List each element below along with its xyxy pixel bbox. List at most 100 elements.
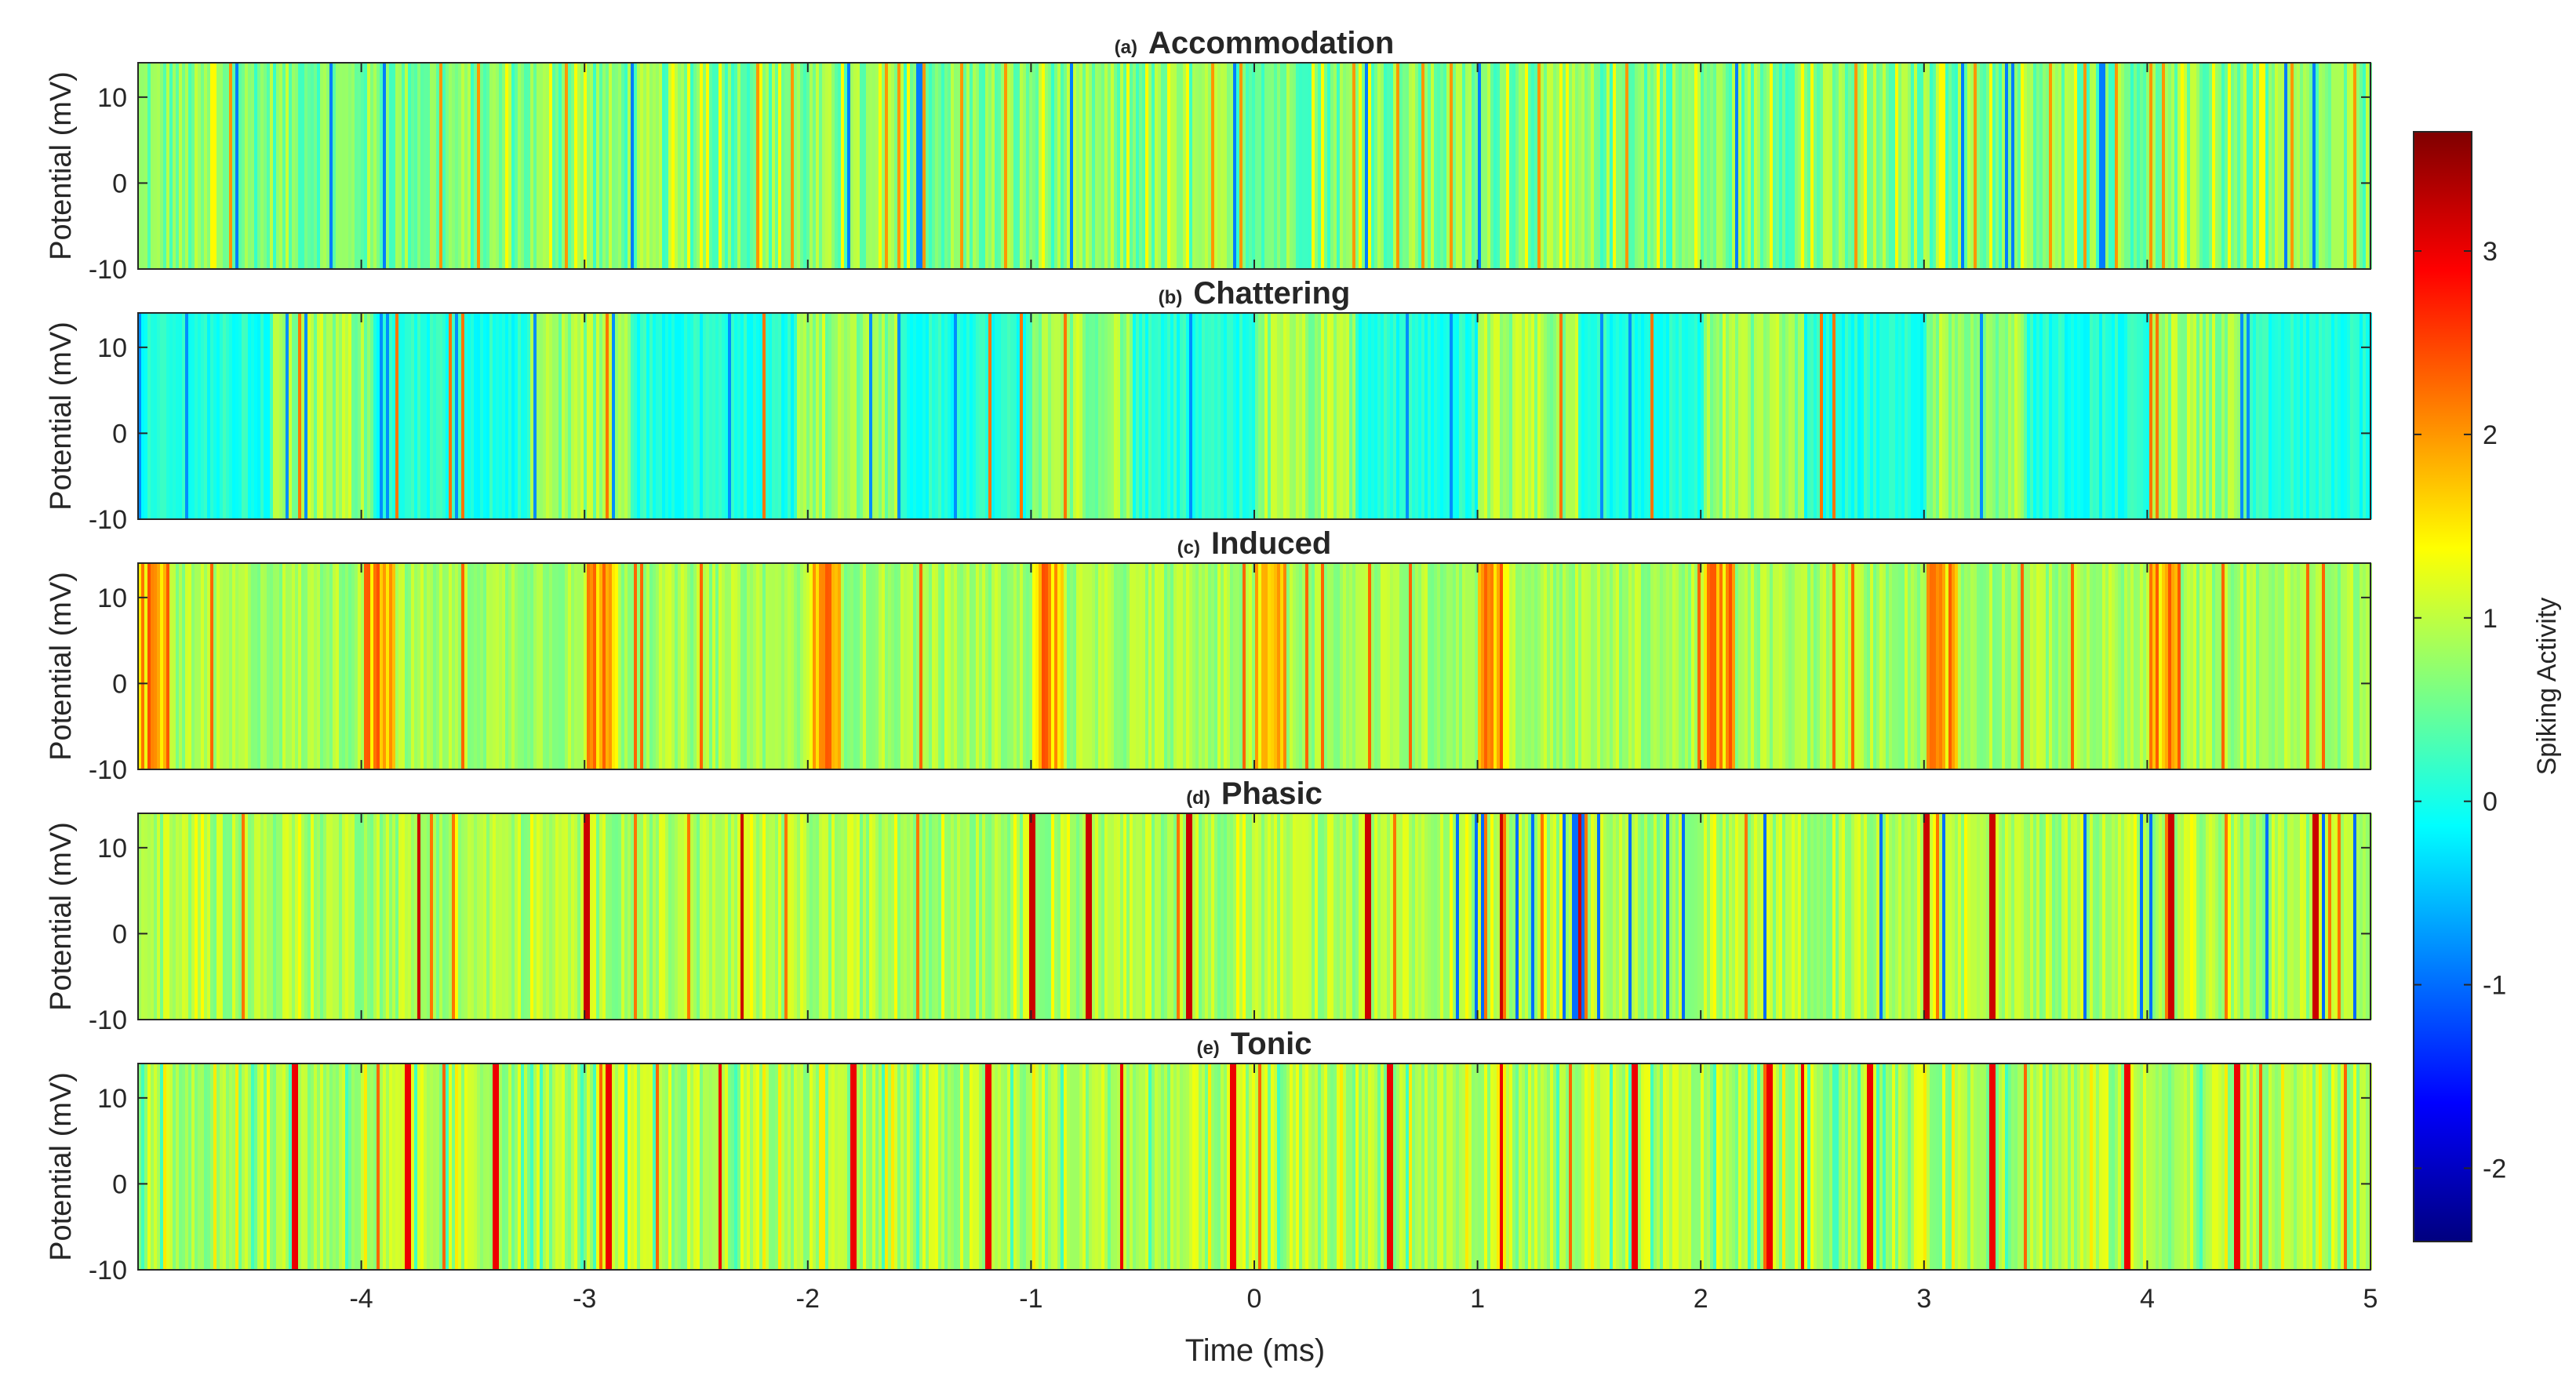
heatmap-stripe [621,313,624,519]
heatmap-stripe [2090,313,2093,519]
heatmap-stripe [819,813,822,1020]
heatmap-stripe [1051,313,1054,519]
heatmap-stripe [1089,313,1092,519]
heatmap-stripe [784,563,788,769]
heatmap-stripe [913,1064,916,1270]
heatmap-stripe [1327,1064,1330,1270]
heatmap-stripe [709,563,712,769]
heatmap-stripe [891,813,894,1020]
heatmap-stripe [1691,813,1694,1020]
heatmap-stripe [1346,563,1349,769]
heatmap-stripe [270,63,273,269]
heatmap-stripe [612,63,615,269]
heatmap-stripe [2152,813,2156,1020]
heatmap-stripe [176,1064,179,1270]
heatmap-stripe [1239,313,1243,519]
heatmap-stripe [1230,1064,1233,1270]
heatmap-stripe [1970,1064,1974,1270]
heatmap-stripe [279,313,282,519]
heatmap-stripe [1101,63,1104,269]
heatmap-stripe [1585,1064,1588,1270]
heatmap-stripe [1879,813,1883,1020]
heatmap-stripe [383,813,386,1020]
heatmap-stripe [932,1064,935,1270]
heatmap-stripe [1130,563,1133,769]
heatmap-stripe [273,1064,276,1270]
heatmap-stripe [1208,563,1211,769]
heatmap-stripe [1133,563,1136,769]
heatmap-stripe [157,1064,160,1270]
heatmap-stripe [2272,813,2275,1020]
heatmap-stripe [540,1064,543,1270]
heatmap-stripe [348,63,351,269]
heatmap-stripe [1745,563,1748,769]
heatmap-stripe [314,1064,317,1270]
heatmap-stripe [1839,63,1842,269]
heatmap-stripe [499,313,502,519]
heatmap-stripe [496,1064,499,1270]
heatmap-stripe [1497,813,1500,1020]
heatmap-stripe [402,813,405,1020]
heatmap-stripe [1697,813,1701,1020]
heatmap-stripe [615,563,618,769]
heatmap-stripe [1625,563,1628,769]
heatmap-stripe [907,313,910,519]
heatmap-stripe [1406,813,1409,1020]
heatmap-stripe [1403,313,1406,519]
heatmap-stripe [238,1064,242,1270]
heatmap-stripe [1719,63,1723,269]
heatmap-stripe [248,63,251,269]
heatmap-stripe [232,63,235,269]
heatmap-stripe [2234,63,2237,269]
heatmap-stripe [1468,63,1472,269]
heatmap-stripe [1563,1064,1566,1270]
heatmap-stripe [1873,563,1876,769]
heatmap-stripe [1999,563,2002,769]
heatmap-stripe [1600,1064,1603,1270]
heatmap-stripe [1086,813,1089,1020]
heatmap-stripe [1515,813,1519,1020]
heatmap-stripe [577,813,580,1020]
heatmap-stripe [2090,63,2093,269]
heatmap-stripe [1751,313,1754,519]
heatmap-stripe [502,63,505,269]
heatmap-stripe [966,313,970,519]
heatmap-stripe [2272,313,2275,519]
heatmap-stripe [1691,63,1694,269]
heatmap-stripe [461,563,464,769]
heatmap-stripe [411,563,414,769]
heatmap-stripe [891,563,894,769]
heatmap-stripe [1472,1064,1475,1270]
heatmap-stripe [1152,563,1155,769]
heatmap-stripe [2087,63,2090,269]
heatmap-stripe [446,813,449,1020]
heatmap-stripe [2269,563,2272,769]
heatmap-stripe [2309,563,2312,769]
heatmap-stripe [606,813,609,1020]
heatmap-stripe [1067,813,1070,1020]
heatmap-stripe [2008,1064,2011,1270]
heatmap-stripe [461,313,464,519]
heatmap-stripe [1302,813,1305,1020]
heatmap-stripe [1512,813,1515,1020]
heatmap-stripe [1556,813,1559,1020]
heatmap-stripe [1459,313,1462,519]
heatmap-stripe [1588,813,1591,1020]
heatmap-stripe [1967,563,1970,769]
heatmap-stripe [1277,313,1280,519]
heatmap-stripe [1933,313,1936,519]
heatmap-stripe [1189,563,1192,769]
heatmap-stripe [163,313,166,519]
heatmap-stripe [1236,313,1239,519]
heatmap-stripe [1892,813,1895,1020]
heatmap-stripe [1061,313,1064,519]
heatmap-stripe [1773,313,1776,519]
heatmap-stripe [1851,313,1854,519]
heatmap-stripe [935,1064,938,1270]
heatmap-stripe [1817,563,1820,769]
heatmap-stripe [678,1064,681,1270]
heatmap-stripe [185,63,188,269]
heatmap-stripe [160,563,163,769]
heatmap-stripe [734,313,737,519]
heatmap-stripe [1688,1064,1691,1270]
